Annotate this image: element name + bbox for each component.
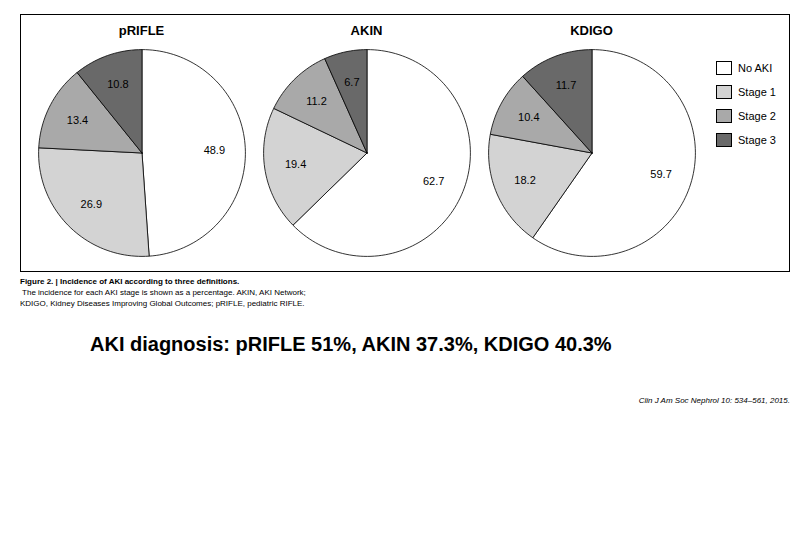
svg-text:19.4: 19.4 xyxy=(285,158,306,170)
html-text:AKI diagnosis: pRIFLE 51%, AKI: AKI diagnosis: pRIFLE 51%, AKIN 37.3%, K… xyxy=(90,333,612,355)
html-text:KDIGO: KDIGO xyxy=(570,23,613,38)
svg-text:26.9: 26.9 xyxy=(81,198,102,210)
svg-text:48.9: 48.9 xyxy=(204,144,225,156)
svg-text:11.7: 11.7 xyxy=(556,79,577,91)
svg-text:11.2: 11.2 xyxy=(306,95,327,107)
html-text:pRIFLE: pRIFLE xyxy=(118,23,165,38)
html-text:KDIGO, Kidney Diseases Improvi: KDIGO, Kidney Diseases Improving Global … xyxy=(20,299,305,308)
html-text:The incidence for each AKI sta: The incidence for each AKI stage is show… xyxy=(20,288,306,297)
html-text:Figure 2. | Incidence of AKI a: Figure 2. | Incidence of AKI according t… xyxy=(20,277,240,286)
html-text:Clin J Am Soc Nephrol 10: 534–: Clin J Am Soc Nephrol 10: 534–561, 2015. xyxy=(638,396,790,405)
html-text:Stage 1: Stage 1 xyxy=(738,86,776,98)
svg-text:18.2: 18.2 xyxy=(514,174,535,186)
svg-text:10.4: 10.4 xyxy=(518,111,539,123)
svg-text:62.7: 62.7 xyxy=(423,175,444,187)
svg-text:6.7: 6.7 xyxy=(344,76,359,88)
svg-text:59.7: 59.7 xyxy=(650,168,671,180)
html-text:AKIN: AKIN xyxy=(350,23,383,38)
svg-text:13.4: 13.4 xyxy=(67,114,88,126)
html-text:No AKI: No AKI xyxy=(738,62,773,74)
html-text:Stage 2: Stage 2 xyxy=(738,110,776,122)
svg-text:10.8: 10.8 xyxy=(107,78,128,90)
html-text:Stage 3: Stage 3 xyxy=(738,134,776,146)
